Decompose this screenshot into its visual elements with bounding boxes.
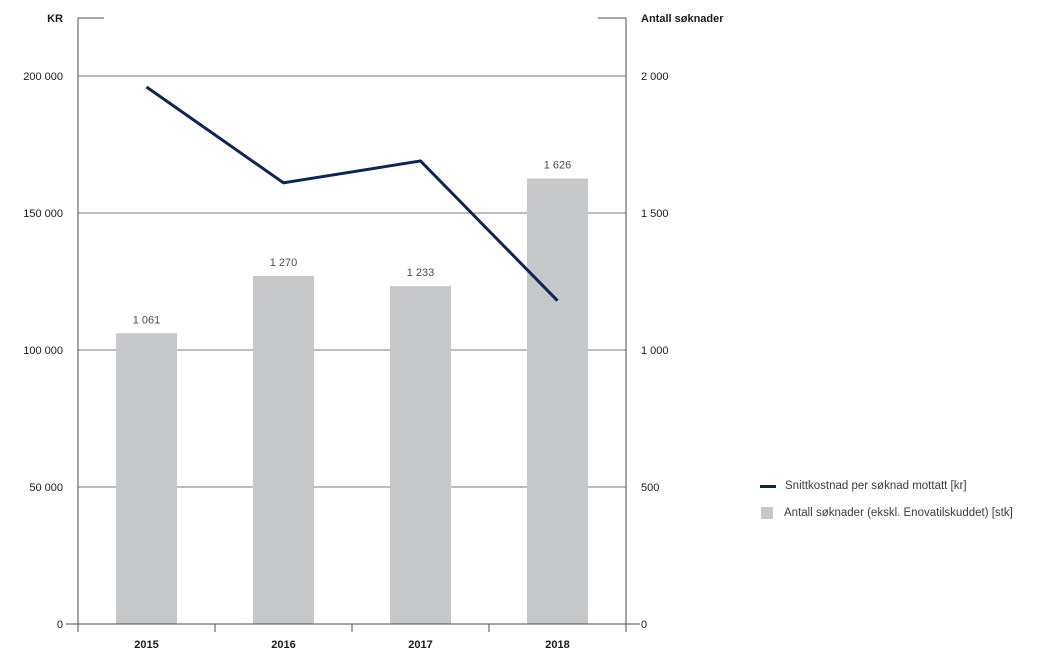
- legend-item-line: Snittkostnad per søknad mottatt [kr]: [760, 478, 1013, 494]
- bar-value-label: 1 233: [407, 267, 435, 279]
- bar: [253, 276, 314, 624]
- bar-value-label: 1 061: [133, 314, 161, 326]
- right-tick-label: 1 000: [641, 345, 669, 357]
- bar-value-label: 1 626: [544, 159, 572, 171]
- bar: [527, 178, 588, 624]
- legend-line-swatch: [760, 484, 776, 488]
- bar-value-label: 1 270: [270, 257, 298, 269]
- legend-bar-label: Antall søknader (ekskl. Enovatilskuddet)…: [784, 507, 1013, 519]
- category-label: 2016: [271, 639, 295, 650]
- left-tick-label: 200 000: [23, 71, 63, 83]
- right-axis-title: Antall søknader: [641, 13, 724, 25]
- line-series: [145, 85, 559, 302]
- legend-line-label: Snittkostnad per søknad mottatt [kr]: [785, 480, 967, 492]
- right-tick-label: 0: [641, 619, 647, 631]
- category-label: 2017: [408, 639, 432, 650]
- left-tick-label: 0: [57, 619, 63, 631]
- left-tick-label: 100 000: [23, 345, 63, 357]
- bars: [116, 178, 588, 624]
- right-tick-label: 2 000: [641, 71, 669, 83]
- axes: [66, 17, 640, 632]
- legend: Snittkostnad per søknad mottatt [kr] Ant…: [760, 478, 1013, 532]
- bar: [116, 333, 177, 624]
- left-tick-label: 150 000: [23, 208, 63, 220]
- bar: [390, 286, 451, 624]
- left-tick-label: 50 000: [29, 482, 63, 494]
- left-axis-title: KR: [47, 13, 63, 25]
- legend-bar-swatch: [761, 507, 773, 519]
- category-label: 2018: [545, 639, 569, 650]
- legend-item-bars: Antall søknader (ekskl. Enovatilskuddet)…: [760, 505, 1013, 521]
- category-label: 2015: [134, 639, 158, 650]
- labels: 1 061 1 270 1 233 1 626 0 50 000 100 000 150 00…: [23, 13, 724, 650]
- right-tick-label: 1 500: [641, 208, 669, 220]
- snittkostnad-line: [145, 85, 559, 302]
- right-tick-label: 500: [641, 482, 659, 494]
